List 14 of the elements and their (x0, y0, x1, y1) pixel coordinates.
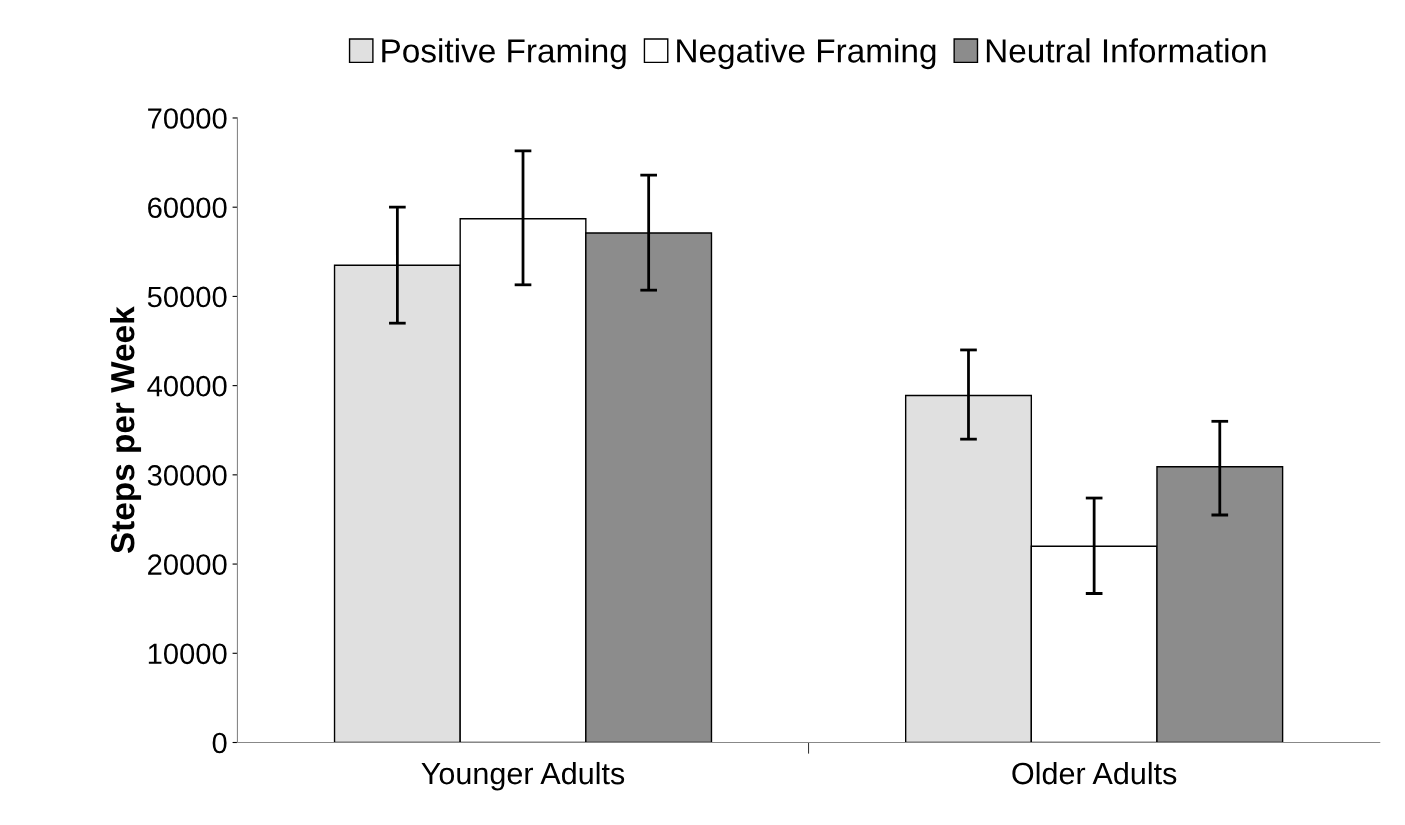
y-tick-label: 10000 (148, 643, 227, 665)
y-tick-label: 50000 (147, 286, 227, 308)
x-tick-label: Younger Adults (421, 761, 625, 791)
y-tick-label: 0 (212, 732, 227, 754)
y-tick-label: 20000 (148, 554, 227, 575)
y-tick-label: 40000 (147, 375, 227, 397)
y-tick-label: 70000 (148, 108, 227, 129)
legend-label: Positive Framing (382, 38, 626, 70)
legend-label: Neutral Information (986, 38, 1266, 63)
x-tick-label: Older Adults (1012, 761, 1177, 785)
y-tick-label: 30000 (147, 465, 227, 486)
legend-label: Negative Framing (677, 38, 936, 70)
y-tick-label: 60000 (148, 197, 227, 219)
y-axis-title: Steps per Week (110, 306, 142, 554)
